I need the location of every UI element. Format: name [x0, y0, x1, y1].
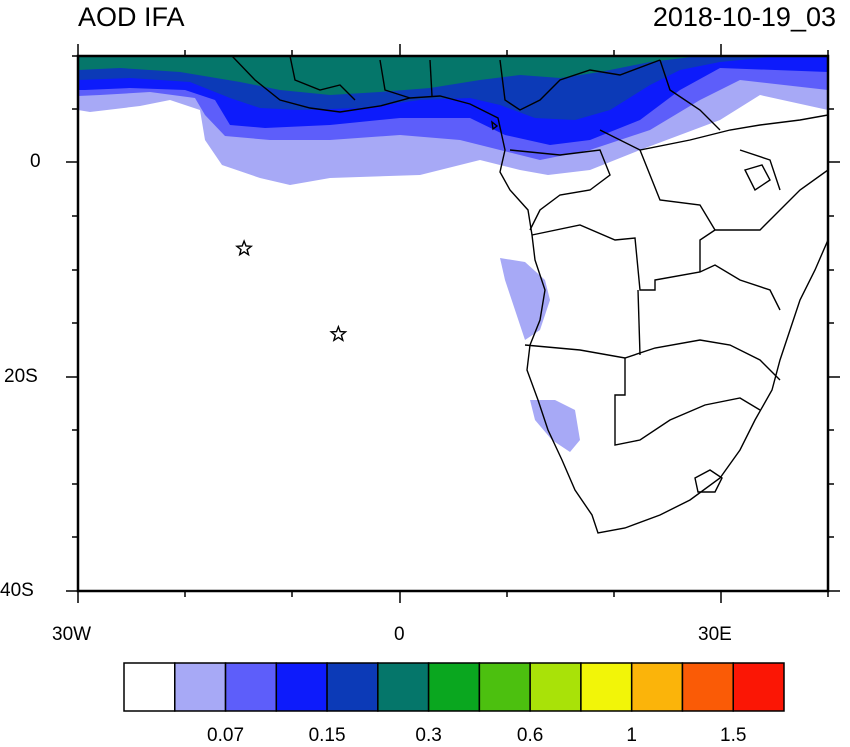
- aod-band-teal: [78, 56, 700, 95]
- colorbar-box-3: [224, 662, 278, 712]
- colorbar-box-6: [377, 662, 430, 712]
- y-tick-label-20s: 20S: [4, 366, 38, 387]
- colorbar-label-2: 0.15: [308, 725, 346, 746]
- colorbar-box-13: [732, 662, 785, 712]
- border-5: [699, 169, 828, 272]
- border-7: [509, 149, 611, 231]
- colorbar-box-7: [427, 662, 481, 712]
- coastlines: [231, 56, 828, 534]
- star-marker-1: [235, 239, 254, 257]
- border-14: [739, 149, 781, 191]
- colorbar: [123, 662, 785, 712]
- y-tick-label-40s: 40S: [0, 580, 34, 601]
- colorbar-box-5: [326, 662, 379, 712]
- aod-patch-namibia: [500, 258, 550, 340]
- colorbar-box-11: [630, 662, 684, 712]
- colorbar-label-6: 1.5: [720, 725, 747, 746]
- colorbar-label-5: 1: [626, 725, 637, 746]
- colorbar-box-12: [681, 662, 734, 712]
- border-1: [531, 224, 781, 311]
- border-2: [524, 339, 781, 381]
- colorbar-box-8: [478, 662, 531, 712]
- star-marker-2: [329, 324, 348, 342]
- border-11: [429, 59, 433, 97]
- aerosol-field: [78, 56, 828, 452]
- y-tick-label-0: 0: [30, 151, 41, 172]
- x-tick-label-30e: 30E: [698, 624, 732, 645]
- station-markers: [235, 239, 348, 342]
- border-13: [659, 59, 721, 131]
- border-10: [379, 59, 411, 99]
- plot-title: AOD IFA: [78, 2, 185, 32]
- border-12: [499, 59, 661, 111]
- colorbar-box-2: [174, 662, 227, 712]
- colorbar-box-10: [580, 662, 633, 712]
- border-4: [637, 289, 641, 356]
- lesotho-border: [694, 469, 723, 493]
- coastline-west-africa: [231, 56, 828, 534]
- axis-ticks: [66, 44, 840, 603]
- colorbar-label-3: 0.3: [415, 725, 442, 746]
- colorbar-label-1: 0.07: [207, 725, 245, 746]
- border-8: [639, 149, 716, 231]
- plot-timestamp: 2018-10-19_03: [652, 2, 836, 32]
- lake-victoria: [743, 164, 771, 192]
- colorbar-box-9: [529, 662, 582, 712]
- border-3: [614, 358, 761, 446]
- colorbar-box-1: [123, 662, 176, 712]
- colorbar-box-4: [275, 662, 328, 712]
- island-1: [491, 120, 499, 131]
- x-tick-label-0: 0: [394, 624, 405, 645]
- colorbar-label-4: 0.6: [516, 725, 544, 746]
- border-9: [289, 56, 356, 101]
- x-tick-label-30w: 30W: [52, 624, 92, 645]
